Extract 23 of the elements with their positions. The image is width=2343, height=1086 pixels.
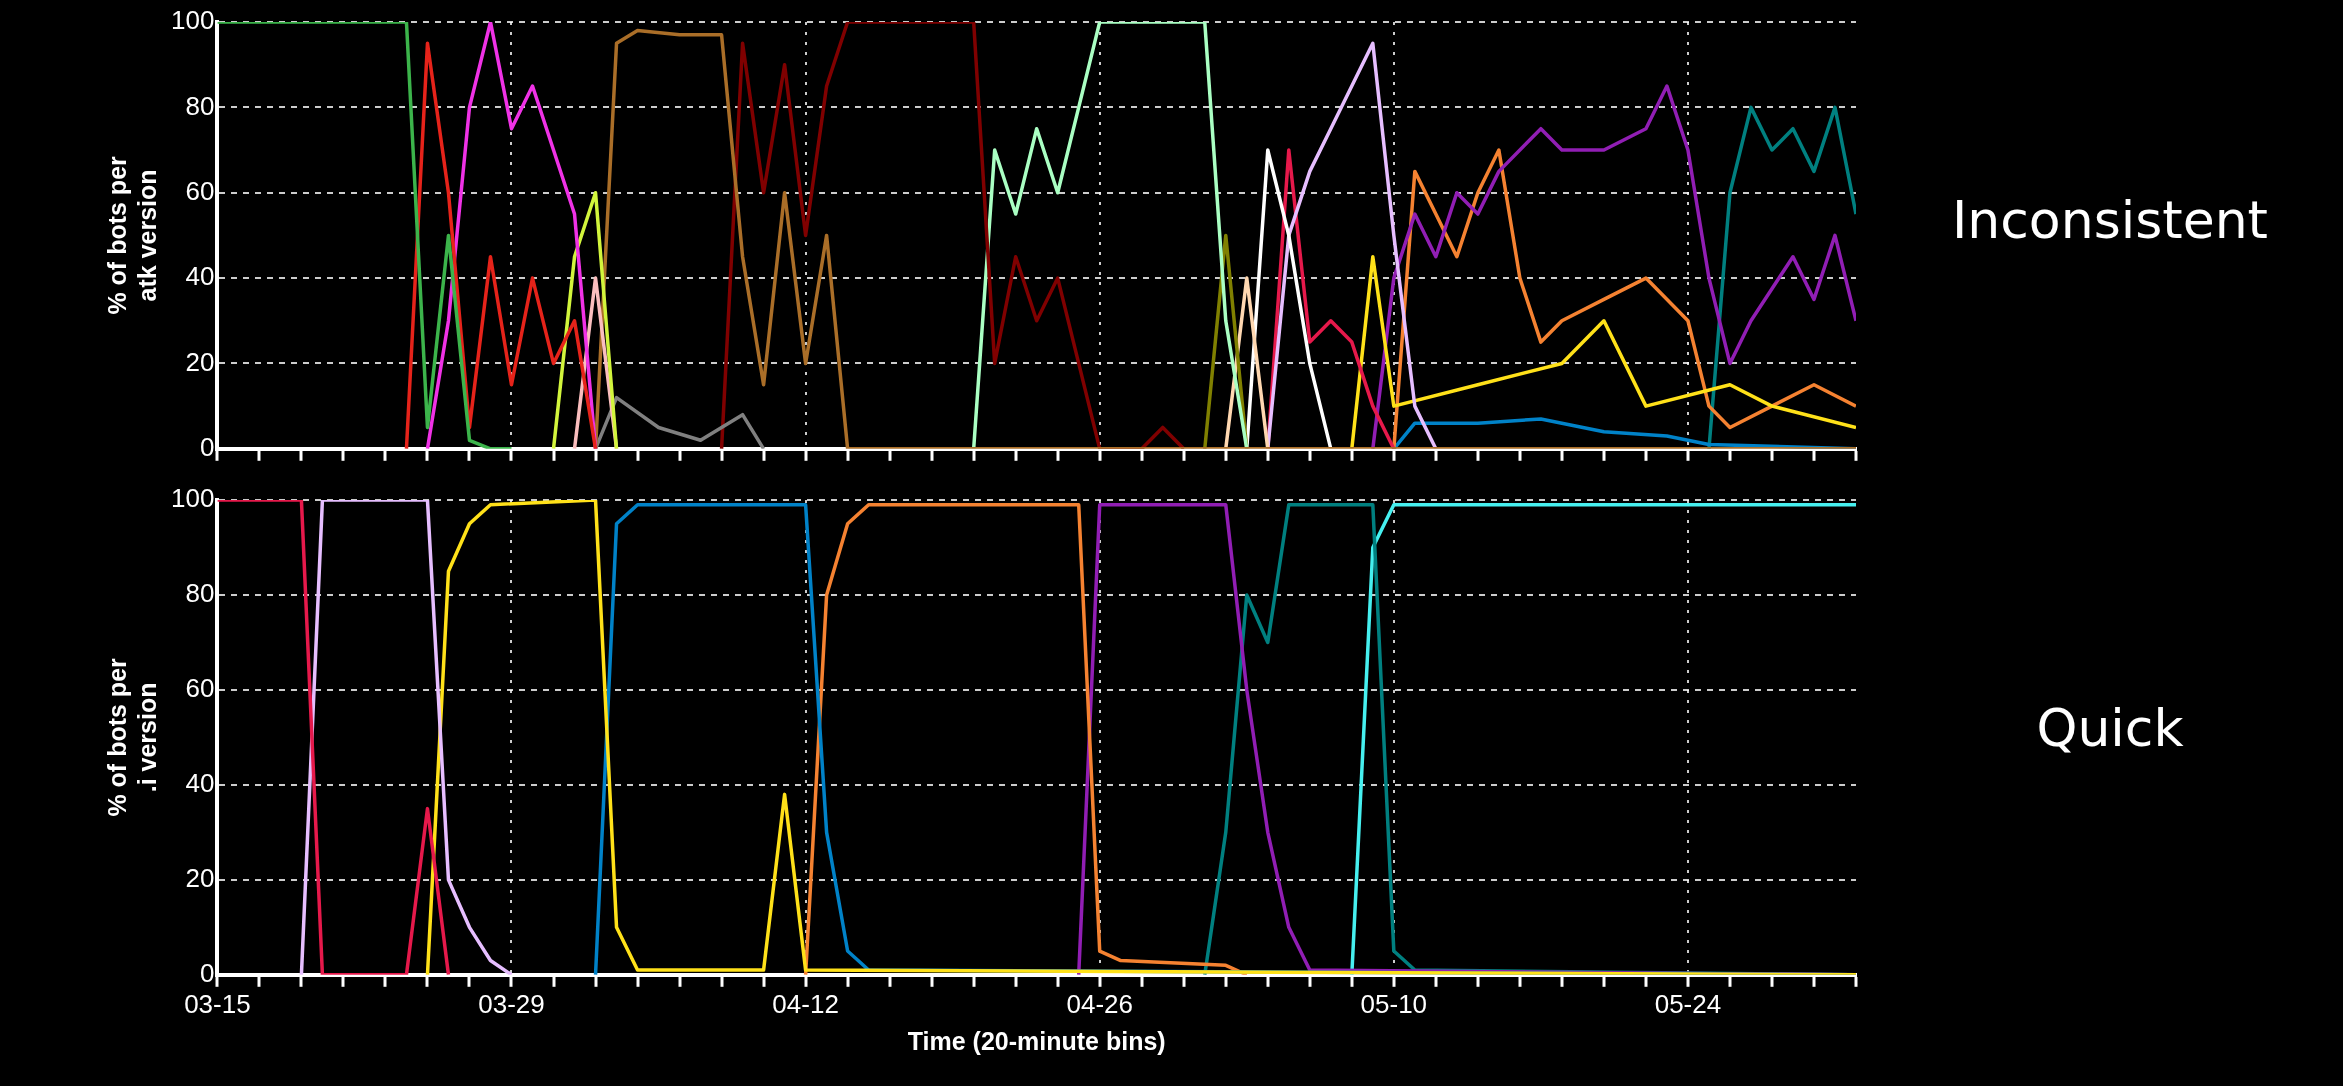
x-tick-label: 03-15 <box>184 988 251 1019</box>
y-tick-label: 80 <box>185 578 215 609</box>
x-tick-label: 04-12 <box>772 988 839 1019</box>
x-tick-label: 03-29 <box>478 988 545 1019</box>
y-tick-label: 40 <box>185 768 215 799</box>
y-tick-label: 60 <box>185 175 215 206</box>
y-tick-label: 20 <box>185 346 215 377</box>
x-tick-label: 04-26 <box>1066 988 1133 1019</box>
text: Quick <box>2035 698 2185 758</box>
y-axis-title: % of bots per .i version <box>102 657 161 817</box>
y-tick-label: 0 <box>199 957 215 988</box>
y-tick-label: 40 <box>185 261 215 292</box>
y-axis-title: % of bots per atk version <box>102 155 161 315</box>
y-tick-label: 100 <box>170 5 215 36</box>
text: Inconsistent <box>1951 190 2269 250</box>
y-tick-label: 100 <box>170 483 215 514</box>
x-tick-label: 05-10 <box>1360 988 1428 1019</box>
x-axis-title: Time (20-minute bins) <box>907 1026 1166 1055</box>
y-tick-label: 80 <box>185 90 215 121</box>
y-tick-label: 60 <box>185 673 215 704</box>
x-tick-label: 05-24 <box>1654 988 1722 1019</box>
y-tick-label: 0 <box>199 431 215 462</box>
y-tick-label: 20 <box>185 863 215 894</box>
